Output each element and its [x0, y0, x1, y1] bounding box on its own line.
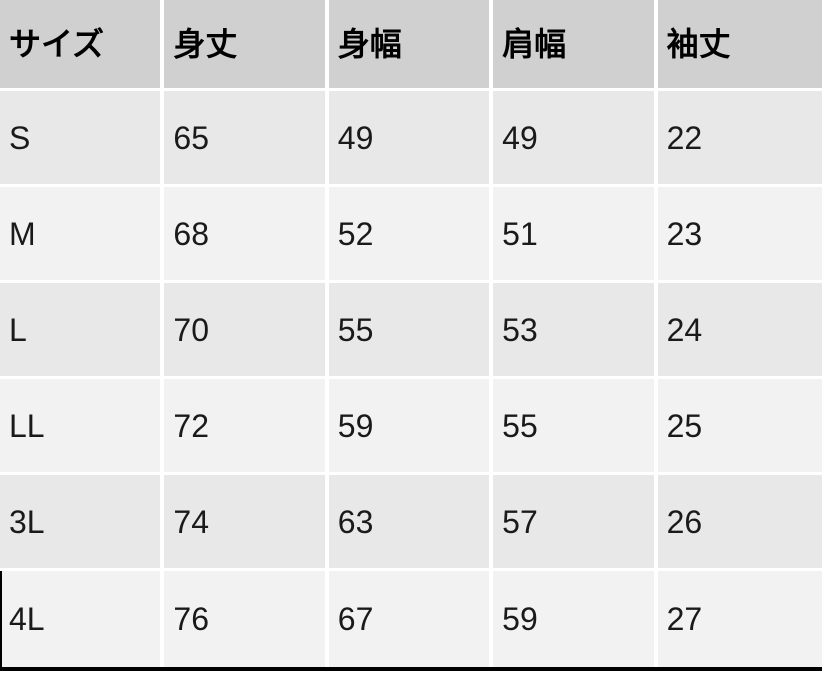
header-row: サイズ 身丈 身幅 肩幅 袖丈 — [0, 0, 822, 91]
measurement-cell: 49 — [328, 91, 494, 187]
measurement-cell: 59 — [493, 571, 658, 667]
size-row-ll: LL 72 59 55 25 — [0, 379, 822, 475]
size-row-s: S 65 49 49 22 — [0, 91, 822, 187]
measurement-cell: 74 — [164, 475, 329, 571]
measurement-cell: 51 — [493, 187, 658, 283]
measurement-cell: 26 — [657, 475, 822, 571]
size-row-4l: 4L 76 67 59 27 — [0, 571, 822, 667]
measurement-cell: 23 — [657, 187, 822, 283]
size-row-l: L 70 55 53 24 — [0, 283, 822, 379]
measurement-cell: 27 — [657, 571, 822, 667]
size-row-3l: 3L 74 63 57 26 — [0, 475, 822, 571]
measurement-cell: 52 — [328, 187, 494, 283]
measurement-cell: 67 — [328, 571, 494, 667]
size-label: 4L — [0, 571, 165, 667]
measurement-cell: 59 — [328, 379, 494, 475]
size-label: S — [0, 91, 165, 187]
col-header-body-width: 身幅 — [328, 0, 494, 91]
measurement-cell: 22 — [657, 91, 822, 187]
measurement-cell: 70 — [164, 283, 329, 379]
measurement-cell: 55 — [328, 283, 494, 379]
measurement-cell: 76 — [164, 571, 329, 667]
measurement-cell: 68 — [164, 187, 329, 283]
size-chart-table: サイズ 身丈 身幅 肩幅 袖丈 S 65 49 49 22 M 68 52 51… — [0, 0, 822, 671]
measurement-cell: 24 — [657, 283, 822, 379]
measurement-cell: 55 — [493, 379, 658, 475]
measurement-cell: 49 — [493, 91, 658, 187]
size-label: M — [0, 187, 165, 283]
measurement-cell: 57 — [493, 475, 658, 571]
col-header-body-length: 身丈 — [164, 0, 329, 91]
measurement-cell: 65 — [164, 91, 329, 187]
measurement-cell: 25 — [657, 379, 822, 475]
size-label: L — [0, 283, 165, 379]
measurement-cell: 72 — [164, 379, 329, 475]
col-header-size: サイズ — [0, 0, 165, 91]
col-header-shoulder-width: 肩幅 — [493, 0, 658, 91]
size-row-m: M 68 52 51 23 — [0, 187, 822, 283]
size-chart-header: サイズ 身丈 身幅 肩幅 袖丈 — [0, 0, 822, 91]
size-label: LL — [0, 379, 165, 475]
measurement-cell: 53 — [493, 283, 658, 379]
size-chart-body: S 65 49 49 22 M 68 52 51 23 L 70 55 53 2… — [0, 91, 822, 667]
measurement-cell: 63 — [328, 475, 494, 571]
size-label: 3L — [0, 475, 165, 571]
col-header-sleeve-length: 袖丈 — [657, 0, 822, 91]
